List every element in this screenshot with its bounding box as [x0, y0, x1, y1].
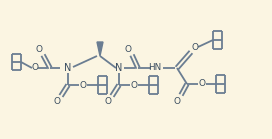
Text: O: O: [104, 97, 112, 106]
Text: O: O: [199, 80, 206, 89]
Text: O: O: [125, 45, 131, 54]
Text: O: O: [191, 43, 199, 52]
Text: O: O: [32, 64, 39, 73]
Polygon shape: [97, 42, 103, 56]
Text: O: O: [36, 45, 42, 54]
Text: O: O: [54, 97, 60, 106]
Text: O: O: [174, 96, 181, 106]
Text: O: O: [131, 80, 138, 90]
Text: O: O: [79, 80, 86, 90]
Text: N: N: [115, 63, 123, 73]
Text: HN: HN: [149, 64, 162, 73]
Text: N: N: [64, 63, 72, 73]
